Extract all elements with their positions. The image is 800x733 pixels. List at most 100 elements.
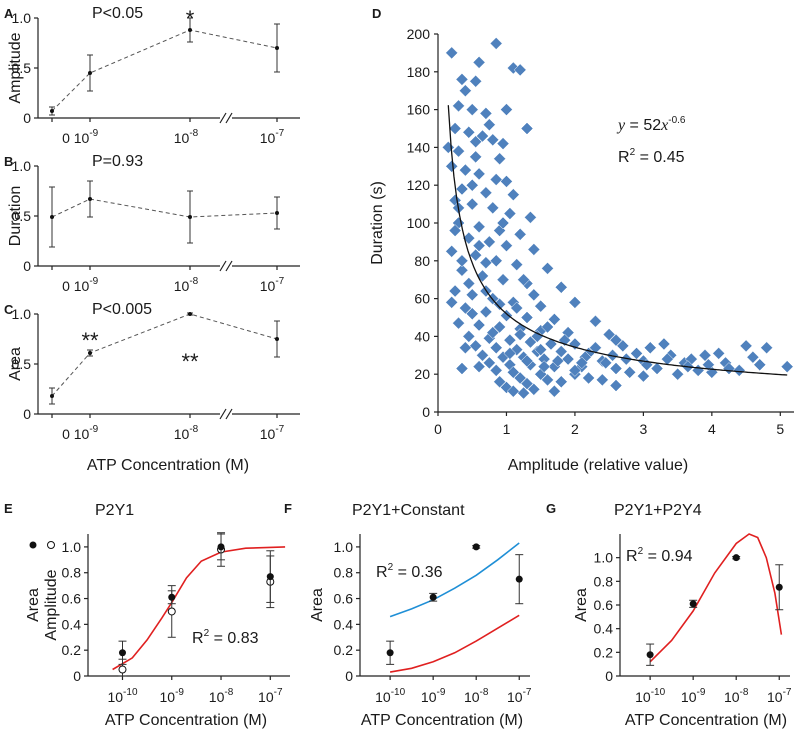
d-r2: R2 = 0.45	[618, 147, 685, 166]
f-xtick-label-exp: -9	[437, 687, 446, 698]
d-point	[500, 103, 513, 116]
d-point	[455, 263, 469, 277]
d-point	[479, 186, 493, 200]
d-point	[520, 122, 534, 135]
d-ytick-label: 60	[414, 291, 430, 307]
b-xtick-1e-9-base: 10	[74, 278, 90, 294]
b-ytick-label: 0	[23, 258, 31, 274]
a-ytick-label: 0	[23, 110, 31, 126]
d-equation-x: x	[660, 117, 668, 134]
e-ytick-label: 0	[73, 668, 81, 684]
d-point	[503, 207, 517, 220]
d-point	[476, 129, 489, 143]
d-point	[746, 350, 760, 364]
d-point	[455, 182, 469, 196]
d-point	[712, 347, 726, 360]
e-title: P2Y1	[95, 502, 134, 519]
d-point	[459, 84, 472, 98]
e-r2: R2 = 0.83	[192, 628, 259, 647]
d-point	[691, 364, 705, 377]
g-area-point	[689, 600, 697, 608]
g-area-point	[732, 554, 740, 562]
c-ytick-label: 1.0	[12, 306, 32, 322]
c-y-axis-label: Area	[7, 347, 24, 381]
d-point	[452, 316, 465, 330]
d-point	[465, 288, 479, 302]
e-xtick-label-exp: -7	[274, 687, 283, 698]
c-axis-break-2	[225, 408, 233, 420]
d-point	[524, 210, 537, 224]
d-point	[517, 386, 530, 400]
b-xtick-1e-7-exp: -7	[275, 276, 284, 287]
e-area-point	[168, 593, 176, 601]
e-xtick-label-base: 10	[209, 689, 225, 705]
c-xtick-1e-8: 10-8	[174, 424, 199, 442]
d-point	[520, 377, 534, 391]
d-point	[465, 178, 479, 192]
d-point	[493, 152, 506, 166]
e-y-axis-label-area: Area	[25, 588, 42, 622]
d-point	[448, 224, 462, 237]
d-point	[589, 341, 602, 355]
g-xtick-label-base: 10	[767, 689, 783, 705]
c-xtick-1e-8-base: 10	[174, 426, 190, 442]
d-point	[551, 354, 565, 368]
b-xtick-1e-8: 10-8	[174, 276, 199, 294]
d-point	[469, 135, 483, 149]
a-xtick-1e-8-exp: -8	[189, 128, 198, 139]
d-point	[698, 348, 712, 362]
f-xtick-label-base: 10	[421, 689, 437, 705]
e-ytick-label: 0.2	[62, 642, 82, 658]
d-point	[739, 339, 753, 353]
d-point	[469, 339, 483, 353]
d-ytick-label: 20	[414, 366, 430, 382]
d-point	[510, 258, 524, 271]
f-area-point	[386, 649, 394, 657]
panel-letter-a: A	[4, 6, 14, 21]
f-xtick-label: 10-10	[375, 687, 405, 705]
d-point	[500, 175, 513, 188]
f-xtick-label-exp: -10	[391, 687, 406, 698]
e-xtick-label: 10-9	[160, 687, 185, 705]
b-xtick-0: 0	[62, 278, 70, 294]
d-point	[554, 345, 568, 358]
b-xtick-1e-7-base: 10	[260, 278, 276, 294]
d-point	[445, 244, 459, 258]
d-point	[462, 277, 476, 290]
f-x-axis-label: ATP Concentration (M)	[361, 712, 523, 729]
g-xtick-label-exp: -8	[740, 687, 749, 698]
d-y-axis-label: Duration (s)	[369, 181, 386, 265]
d-point	[448, 284, 462, 298]
g-area-point	[775, 583, 783, 591]
d-point	[517, 273, 530, 287]
a-xtick-1e-9: 10-9	[74, 128, 99, 146]
b-ytick-label: 1.0	[12, 158, 32, 174]
d-point	[554, 375, 568, 389]
d-point	[489, 364, 503, 377]
d-point	[780, 360, 794, 373]
d-fit-curve	[447, 105, 788, 376]
e-y-axis-label-amplitude: Amplitude	[43, 569, 60, 640]
c-ytick-label: 0.5	[12, 356, 32, 372]
d-point	[554, 280, 568, 294]
f-area-point	[515, 575, 523, 583]
d-point	[496, 216, 510, 230]
e-ytick-label: 0.4	[62, 616, 82, 632]
d-ytick-label: 180	[407, 64, 431, 80]
d-point	[503, 347, 517, 360]
a-p-value: P<0.05	[92, 5, 143, 22]
a-point	[50, 109, 54, 113]
e-x-axis-label: ATP Concentration (M)	[105, 712, 267, 729]
e-xtick-label: 10-8	[209, 687, 234, 705]
e-xtick-label-base: 10	[160, 689, 176, 705]
g-x-axis-label: ATP Concentration (M)	[625, 712, 787, 729]
e-legend-area-dot	[29, 541, 37, 549]
f-ytick-label: 0.2	[334, 642, 354, 658]
d-x-axis-label: Amplitude (relative value)	[508, 457, 689, 474]
d-point	[472, 318, 486, 332]
f-fit-curve-blue	[389, 542, 520, 618]
d-point	[568, 364, 582, 377]
d-point	[459, 163, 472, 177]
